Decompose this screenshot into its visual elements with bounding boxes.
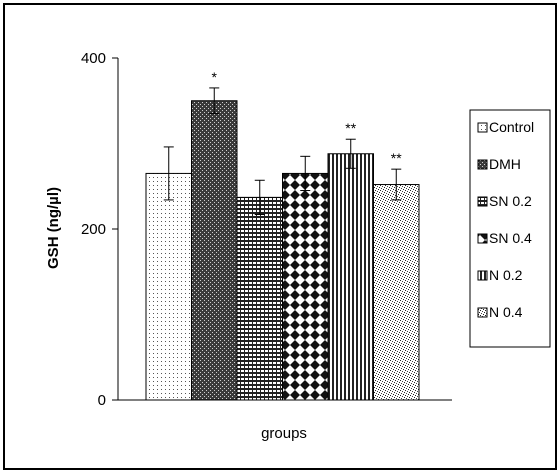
significance-marker: ** [391, 150, 402, 166]
legend-label: N 0.2 [489, 267, 523, 283]
legend-swatch [478, 271, 487, 280]
bar-sn-0-4 [283, 173, 329, 400]
legend-label: SN 0.2 [489, 193, 532, 209]
y-tick-label: 0 [98, 392, 106, 409]
bar-control [146, 173, 192, 400]
y-axis-label: GSH (ng/µl) [45, 187, 62, 269]
legend-swatch [478, 197, 487, 206]
bar-n-0-2 [328, 154, 374, 400]
significance-marker: * [212, 69, 218, 85]
y-tick-label: 200 [81, 221, 106, 238]
legend-swatch [478, 234, 487, 243]
legend-swatch [478, 160, 487, 169]
legend-label: Control [489, 119, 534, 135]
legend-label: SN 0.4 [489, 230, 532, 246]
legend-swatch [478, 308, 487, 317]
significance-marker: ** [345, 120, 356, 136]
x-axis-label: groups [261, 425, 307, 442]
legend-label: DMH [489, 156, 521, 172]
legend-swatch [478, 123, 487, 132]
bar-n-0-4 [374, 185, 420, 400]
y-tick-label: 400 [81, 50, 106, 67]
bar-sn-0-2 [237, 197, 283, 400]
bar-dmh [192, 101, 238, 400]
legend-label: N 0.4 [489, 304, 523, 320]
